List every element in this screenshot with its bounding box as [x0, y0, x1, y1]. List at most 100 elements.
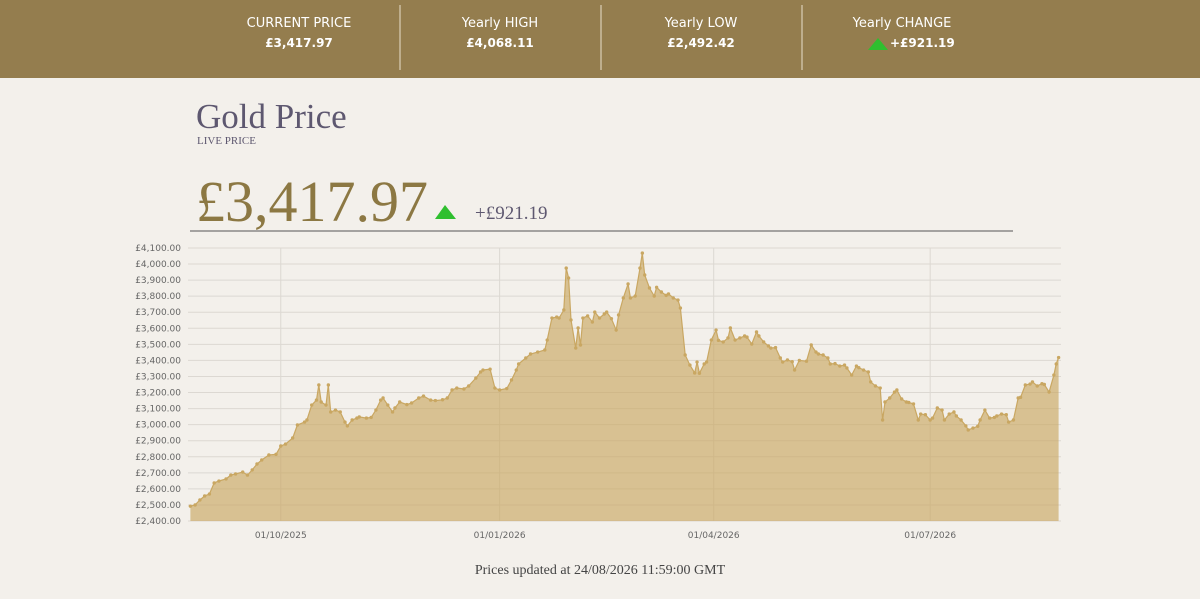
point — [198, 498, 202, 502]
point — [816, 352, 821, 356]
point — [728, 326, 733, 330]
stat-label: Yearly HIGH — [461, 16, 538, 31]
point — [326, 383, 331, 387]
point — [621, 296, 626, 300]
point — [688, 363, 692, 367]
point — [845, 366, 849, 370]
point — [838, 364, 842, 368]
page-title: Gold Price — [196, 97, 347, 136]
y-tick-label: £3,100.00 — [135, 405, 181, 415]
point — [761, 340, 766, 344]
point — [935, 406, 940, 410]
point — [678, 306, 683, 310]
point — [283, 442, 288, 446]
stat-label: Yearly LOW — [664, 16, 738, 31]
point — [574, 346, 578, 350]
stat-value: £3,417.97 — [265, 36, 333, 50]
point — [255, 462, 259, 466]
point — [952, 410, 956, 414]
point — [942, 418, 947, 422]
point — [1052, 373, 1056, 377]
point — [466, 384, 471, 388]
point — [566, 276, 571, 280]
point — [345, 424, 350, 428]
point — [964, 424, 968, 428]
point — [714, 328, 718, 332]
point — [683, 353, 687, 357]
point — [279, 444, 283, 448]
point — [267, 453, 271, 457]
y-tick-label: £3,300.00 — [135, 372, 181, 382]
point — [797, 358, 802, 363]
point — [481, 368, 485, 372]
point — [911, 402, 916, 406]
point — [702, 362, 706, 366]
up-arrow — [868, 38, 888, 50]
current-price: £3,417.97 — [196, 169, 428, 234]
point — [947, 412, 951, 416]
point — [833, 361, 837, 366]
point — [892, 390, 897, 394]
point — [357, 415, 361, 419]
point — [229, 473, 233, 477]
point — [1018, 395, 1023, 400]
point — [602, 312, 606, 316]
point — [821, 353, 825, 357]
point — [738, 336, 742, 340]
point — [450, 388, 454, 392]
y-tick-label: £3,400.00 — [135, 356, 181, 366]
point — [398, 400, 402, 404]
point — [1047, 390, 1051, 394]
point — [999, 412, 1004, 416]
point — [505, 386, 509, 391]
point — [966, 428, 970, 432]
point — [1054, 362, 1058, 366]
point — [773, 345, 778, 350]
point — [405, 402, 409, 407]
point — [745, 335, 749, 339]
point — [488, 367, 492, 371]
y-tick-label: £4,000.00 — [135, 260, 181, 270]
point — [633, 294, 637, 298]
point — [907, 400, 911, 405]
point — [976, 424, 980, 428]
point — [861, 368, 866, 372]
point — [1023, 383, 1028, 387]
point — [516, 362, 521, 366]
point — [581, 316, 585, 320]
point — [193, 503, 197, 507]
y-tick-label: £3,700.00 — [135, 308, 181, 318]
point — [750, 342, 754, 346]
point — [1056, 355, 1061, 360]
point — [478, 370, 483, 374]
point — [883, 400, 887, 404]
point — [409, 401, 414, 405]
point — [1028, 382, 1032, 386]
point — [854, 364, 859, 368]
point — [578, 343, 583, 347]
point — [317, 383, 321, 387]
point — [609, 316, 614, 321]
point — [543, 348, 547, 352]
point — [393, 406, 397, 410]
point — [576, 326, 580, 330]
point — [585, 314, 590, 318]
stat-label: Yearly CHANGE — [852, 16, 952, 31]
x-tick-label: 01/04/2026 — [688, 531, 740, 541]
point — [202, 494, 207, 498]
point — [671, 296, 675, 300]
stat-value: +£921.19 — [890, 36, 955, 50]
point — [1004, 412, 1008, 417]
point — [676, 298, 680, 302]
point — [792, 368, 797, 372]
x-tick-label: 01/07/2026 — [904, 531, 956, 541]
point — [828, 362, 832, 366]
header-bar — [0, 0, 1200, 78]
x-tick-label: 01/10/2025 — [255, 531, 307, 541]
point — [569, 318, 573, 322]
point — [514, 368, 518, 372]
point — [217, 479, 221, 483]
stat-value: £4,068.11 — [466, 36, 534, 50]
subtitle: LIVE PRICE — [197, 135, 256, 147]
